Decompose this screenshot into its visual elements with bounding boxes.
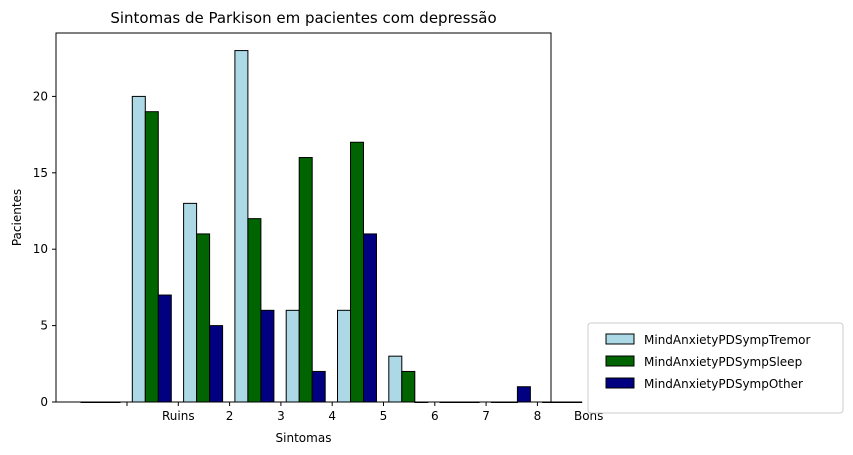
bar-3-10 bbox=[568, 401, 583, 403]
bar-3-5 bbox=[311, 370, 326, 403]
x-tick-label: Ruins bbox=[162, 409, 195, 423]
x-tick-label: 7 bbox=[482, 409, 490, 423]
bar-3-4 bbox=[260, 309, 275, 403]
legend-swatch bbox=[605, 377, 635, 389]
bar-3-9 bbox=[516, 386, 531, 403]
y-tick-label: 0 bbox=[40, 395, 48, 409]
x-axis-ticks: Ruins 2 3 4 5 6 7 8 Bons bbox=[126, 402, 603, 423]
bar-2-2 bbox=[144, 111, 159, 403]
bar-1-7 bbox=[388, 355, 403, 403]
bar-1-3 bbox=[183, 202, 198, 403]
y-axis-label: Pacientes bbox=[10, 189, 24, 246]
bar-2-10 bbox=[555, 401, 570, 403]
legend-label: MindAnxietyPDSympTremor bbox=[644, 333, 811, 347]
bar-2-3 bbox=[196, 233, 211, 403]
y-axis-ticks: 0 5 10 15 20 bbox=[33, 89, 56, 409]
legend-swatch bbox=[605, 355, 635, 367]
y-tick-label: 20 bbox=[33, 89, 48, 103]
bar-3-6 bbox=[363, 233, 377, 403]
bar-2-5 bbox=[298, 157, 313, 403]
x-tick-label: 8 bbox=[534, 409, 542, 423]
x-tick-label: 5 bbox=[380, 409, 388, 423]
x-axis-label: Sintomas bbox=[276, 431, 332, 445]
bar-1-6 bbox=[337, 309, 351, 403]
axes-frame bbox=[55, 32, 552, 403]
y-tick-label: 15 bbox=[33, 166, 48, 180]
bar-2-6 bbox=[350, 141, 364, 403]
legend-swatch bbox=[605, 333, 635, 345]
bar-1-4 bbox=[234, 50, 249, 403]
bar-2-4 bbox=[247, 218, 262, 403]
bar-3-2 bbox=[157, 294, 172, 403]
y-tick-label: 5 bbox=[40, 319, 48, 333]
legend-label: MindAnxietyPDSympSleep bbox=[644, 355, 802, 369]
bar-1-2 bbox=[131, 95, 146, 403]
x-tick-label: 3 bbox=[277, 409, 285, 423]
x-tick-label: 2 bbox=[226, 409, 234, 423]
chart-title: Sintomas de Parkison em pacientes com de… bbox=[110, 9, 496, 27]
legend-items: MindAnxietyPDSympTremor MindAnxietyPDSymp… bbox=[605, 333, 811, 391]
x-tick-label: 6 bbox=[431, 409, 439, 423]
y-tick-label: 10 bbox=[33, 242, 48, 256]
x-tick-label: 4 bbox=[328, 409, 336, 423]
bars-group bbox=[80, 50, 583, 403]
legend-label: MindAnxietyPDSympOther bbox=[644, 377, 803, 391]
legend: MindAnxietyPDSympTremor MindAnxietyPDSymp… bbox=[587, 322, 844, 414]
bar-3-3 bbox=[209, 325, 224, 403]
bar-1-5 bbox=[285, 309, 300, 403]
bar-2-7 bbox=[401, 370, 416, 403]
legend-box bbox=[587, 322, 844, 414]
